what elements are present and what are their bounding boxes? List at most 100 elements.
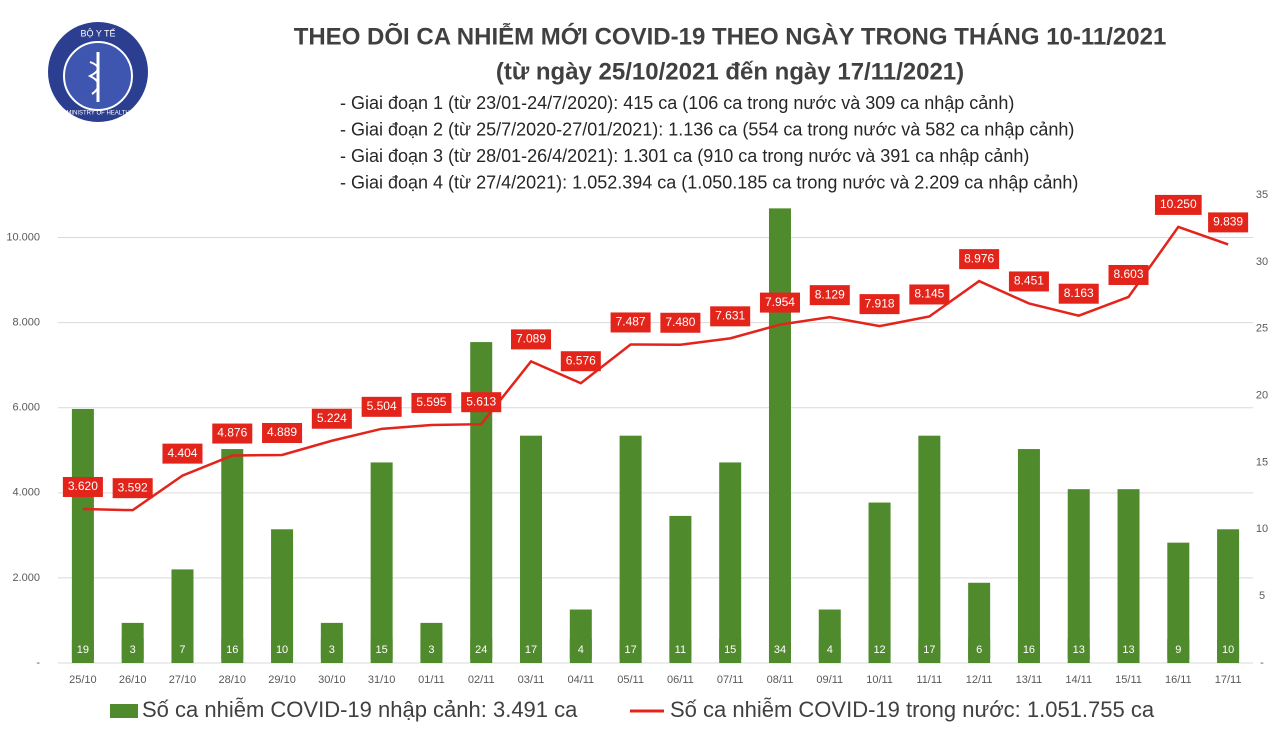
x-tick-label: 30/10 <box>318 674 346 686</box>
bar <box>221 449 244 663</box>
bar-label: 17 <box>525 644 537 656</box>
bar-label-box <box>619 639 642 659</box>
bar-label: 13 <box>1073 644 1085 656</box>
value-label-text: 6.576 <box>566 353 596 367</box>
value-label-text: 7.918 <box>865 296 895 310</box>
logo-snake <box>87 61 100 95</box>
value-label: 8.451 <box>1008 271 1049 292</box>
bar-label: 6 <box>976 644 982 656</box>
bar-label-box <box>370 639 393 659</box>
bar-label: 12 <box>873 644 885 656</box>
value-label-box <box>560 351 601 372</box>
value-label-text: 4.889 <box>267 425 297 439</box>
value-label-text: 5.504 <box>367 399 397 413</box>
x-tick-label: 16/11 <box>1165 674 1192 686</box>
value-label-box <box>262 422 303 443</box>
bar-label-box <box>271 639 294 659</box>
x-tick-label: 17/11 <box>1215 674 1242 686</box>
bar-label: 10 <box>1222 644 1234 656</box>
y-tick-label: 6.000 <box>12 402 40 414</box>
value-label-box <box>959 249 1000 270</box>
bar-label-box <box>221 639 244 659</box>
bar <box>520 435 543 663</box>
bar <box>669 515 692 663</box>
value-label-box <box>511 329 552 350</box>
bar-label: 34 <box>774 644 786 656</box>
bar-label: 11 <box>675 644 686 656</box>
y-tick-label: 4.000 <box>12 487 40 499</box>
x-tick-label: 05/11 <box>617 674 644 686</box>
value-label: 8.129 <box>809 285 850 306</box>
bar <box>768 208 791 663</box>
value-label-text: 4.876 <box>217 426 247 440</box>
value-label-text: 9.839 <box>1213 215 1243 229</box>
x-tick-label: 26/10 <box>119 674 147 686</box>
bar-label: 24 <box>475 644 487 656</box>
bar-label-box <box>719 639 742 659</box>
value-label: 8.976 <box>959 249 1000 270</box>
legend-label: Số ca nhiễm COVID-19 nhập cảnh: 3.491 ca <box>142 697 578 722</box>
value-label: 8.145 <box>909 284 950 305</box>
value-label: 3.620 <box>62 476 103 497</box>
legend-swatch <box>110 704 138 718</box>
value-label-box <box>1108 264 1149 285</box>
value-label: 7.487 <box>610 312 651 333</box>
value-label: 7.089 <box>511 329 552 350</box>
x-tick-label: 13/11 <box>1016 674 1043 686</box>
line <box>82 225 1229 512</box>
bar-label-box <box>420 639 443 659</box>
y-tick-label: - <box>36 657 40 669</box>
bar <box>1167 542 1190 663</box>
x-tick-label: 03/11 <box>518 674 545 686</box>
bar <box>271 529 294 663</box>
value-label-box <box>1208 212 1249 233</box>
bar-label: 16 <box>1023 644 1035 656</box>
value-label: 5.613 <box>461 392 502 413</box>
value-label: 5.504 <box>361 396 402 417</box>
x-tick-label: 27/10 <box>169 674 197 686</box>
value-label: 5.595 <box>411 392 452 413</box>
value-label: 6.576 <box>560 351 601 372</box>
x-tick-label: 12/11 <box>966 674 993 686</box>
value-label-box <box>809 285 850 306</box>
x-tick-label: 28/10 <box>219 674 247 686</box>
x-tick-label: 04/11 <box>567 674 594 686</box>
bar-label-box <box>868 639 891 659</box>
value-label-text: 8.129 <box>815 287 845 301</box>
value-label: 8.603 <box>1108 264 1149 285</box>
value-label-box <box>212 423 253 444</box>
value-label-text: 7.089 <box>516 332 546 346</box>
y2-tick-label: 15 <box>1256 456 1268 468</box>
bar-label-box <box>768 639 791 659</box>
value-label-text: 8.145 <box>914 287 944 301</box>
value-label: 10.250 <box>1154 194 1202 215</box>
value-label: 7.954 <box>759 292 800 313</box>
bar-label-box <box>918 639 941 659</box>
bar-label: 17 <box>923 644 935 656</box>
value-label: 7.480 <box>660 312 701 333</box>
bar-label-box <box>121 639 144 659</box>
x-tick-label: 15/11 <box>1115 674 1142 686</box>
value-label-box <box>759 292 800 313</box>
y2-tick-label: 25 <box>1256 323 1268 335</box>
value-label-box <box>411 392 452 413</box>
bar-label: 13 <box>1122 644 1134 656</box>
bar-label-box <box>669 639 692 659</box>
bar <box>1217 529 1240 663</box>
x-tick-label: 11/11 <box>916 674 942 686</box>
bar-label-box <box>1117 639 1140 659</box>
bar-label-box <box>171 639 194 659</box>
logo: BỘ Y TẾ MINISTRY OF HEALTH <box>48 22 148 122</box>
bar-label: 9 <box>1175 644 1181 656</box>
bar-label: 15 <box>376 644 388 656</box>
value-label: 8.163 <box>1058 283 1099 304</box>
bar <box>370 462 393 663</box>
bar-label: 3 <box>428 644 434 656</box>
value-label-box <box>859 294 900 315</box>
x-tick-label: 25/10 <box>69 674 97 686</box>
value-label-text: 7.631 <box>715 309 745 323</box>
y-tick-label: 8.000 <box>12 317 40 329</box>
bar-label-box <box>71 639 94 659</box>
y2-tick-label: - <box>1260 657 1264 669</box>
